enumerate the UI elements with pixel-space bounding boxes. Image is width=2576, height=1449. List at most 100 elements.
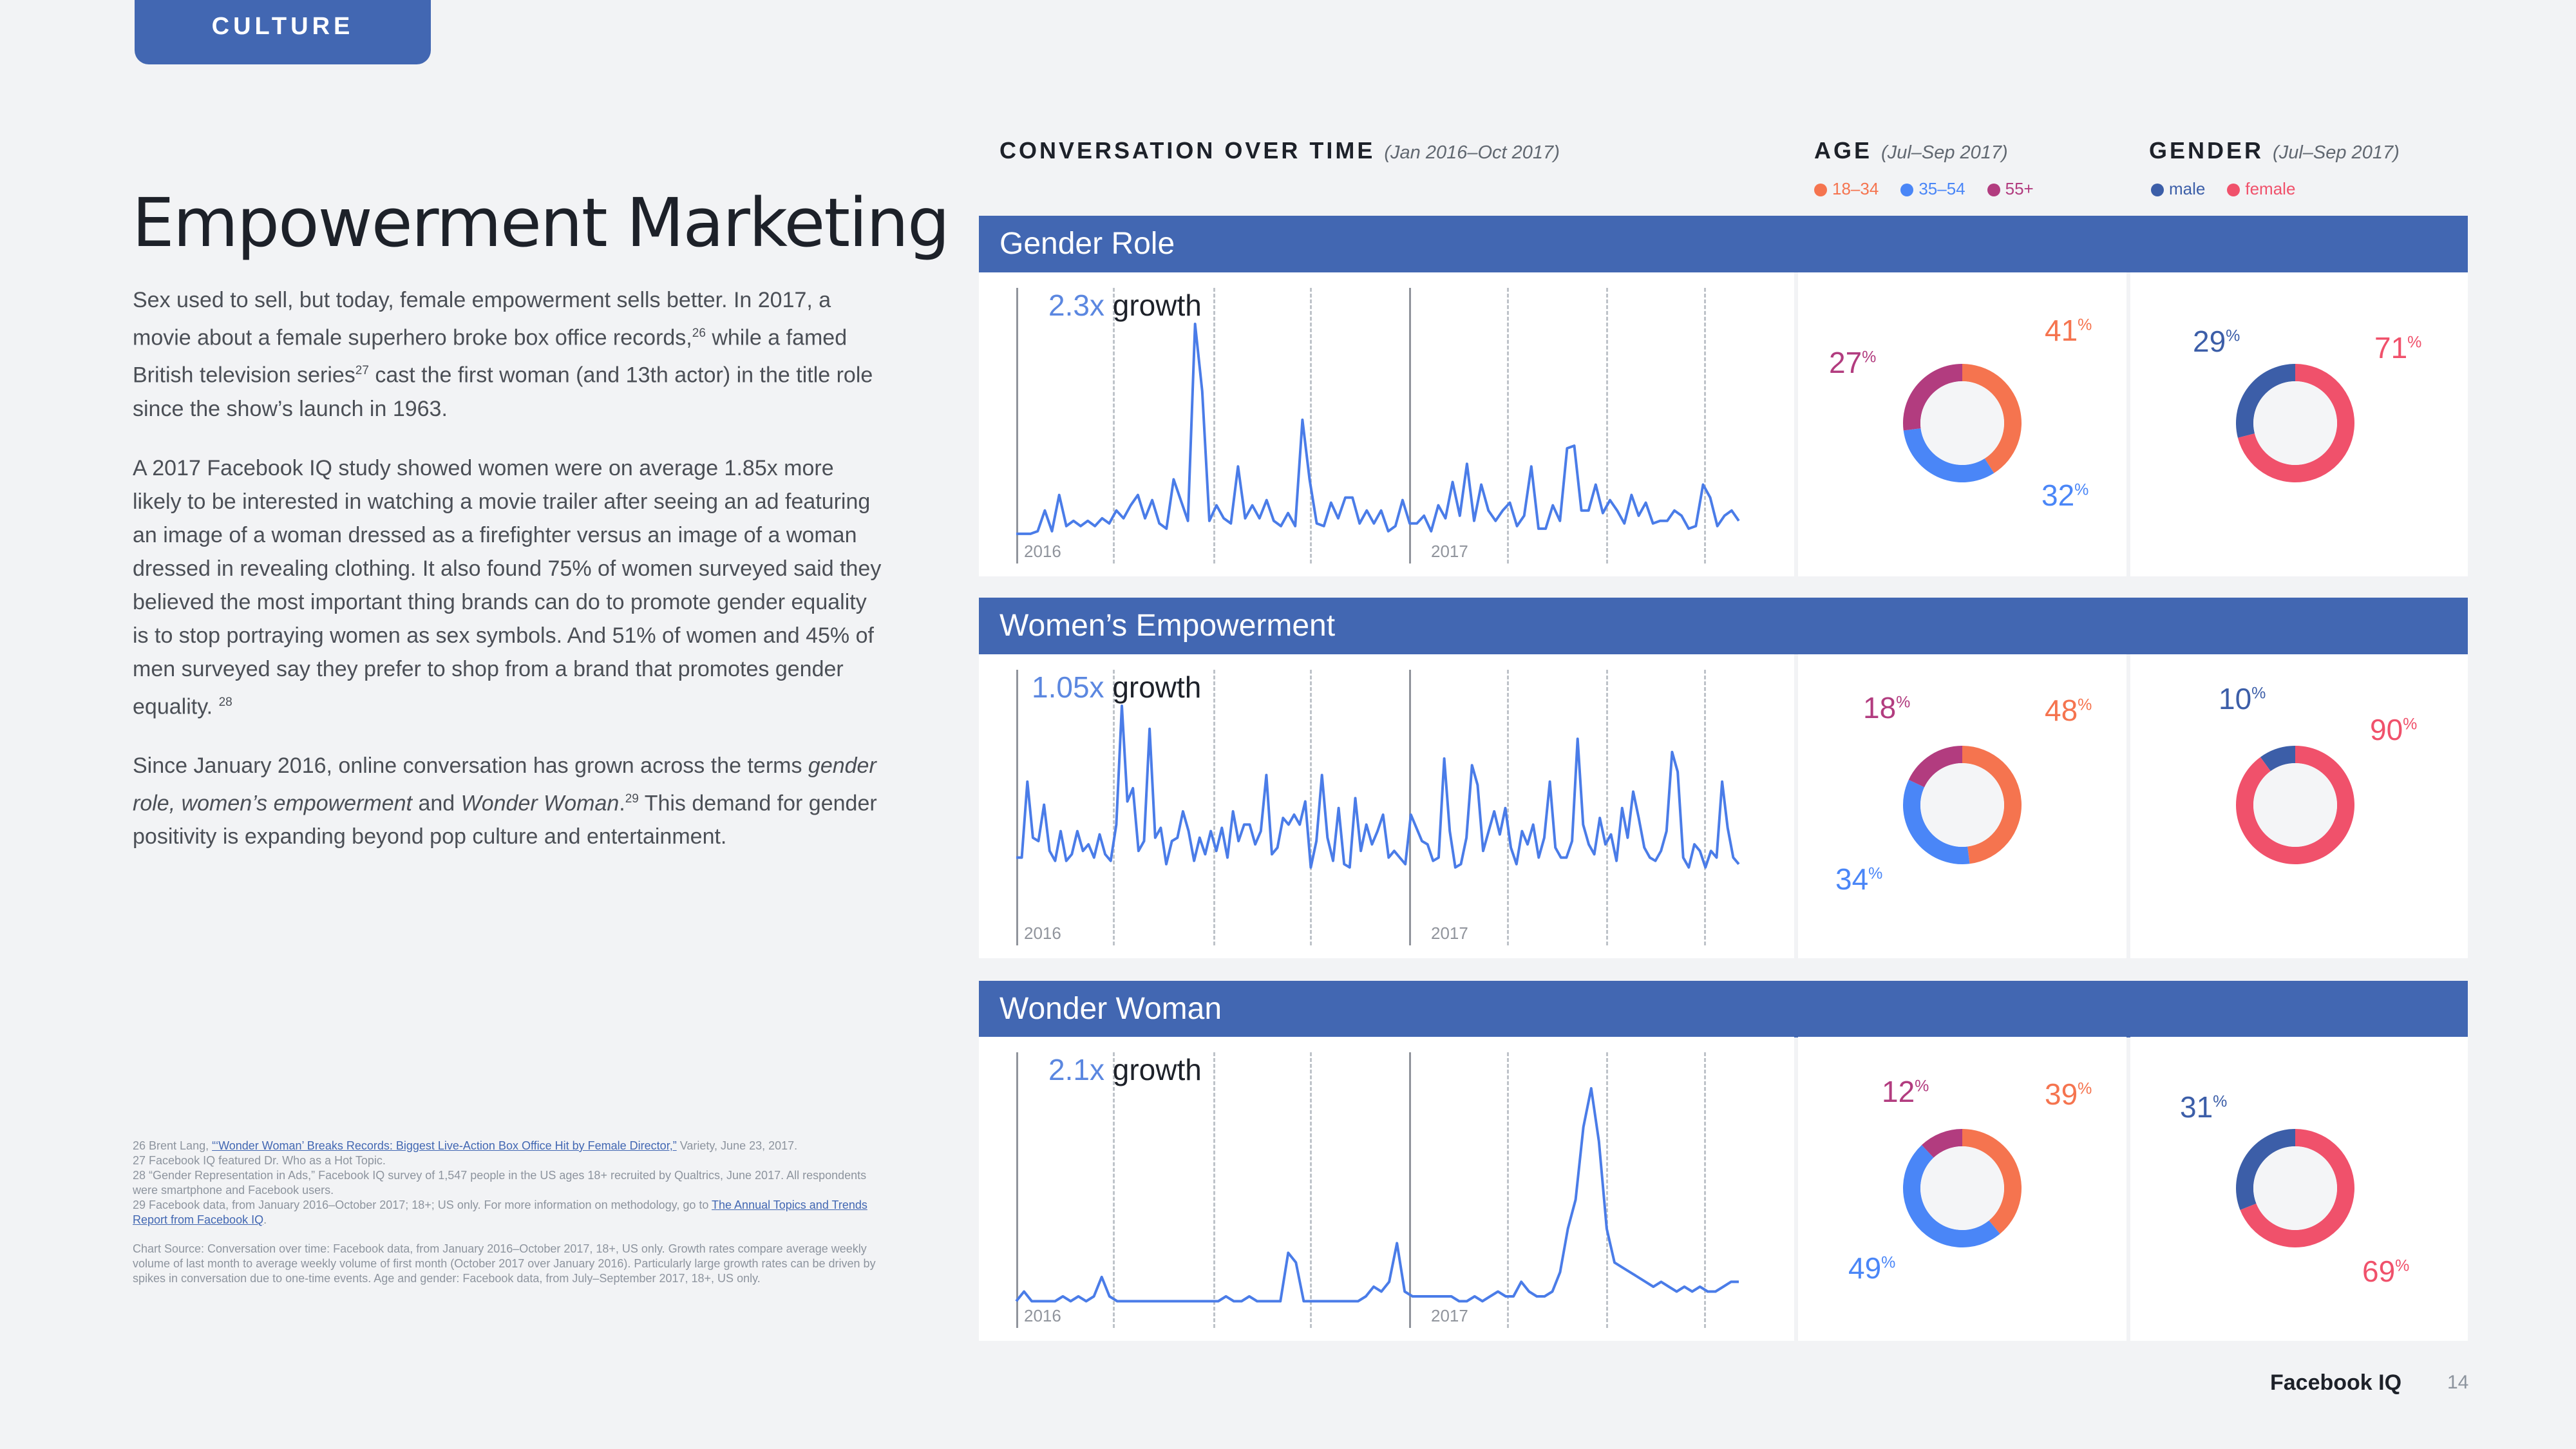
percent-value: 39 (2045, 1077, 2078, 1111)
quarter-gridline (1213, 670, 1215, 945)
percent-value: 71 (2374, 331, 2408, 365)
quarter-gridline (1704, 1052, 1706, 1328)
paragraph-2: A 2017 Facebook IQ study showed women we… (133, 455, 882, 719)
age-legend: 18–34 35–54 55+ (1814, 178, 2056, 199)
donut-percent-label: 27% (1829, 345, 1876, 380)
quarter-gridline (1606, 1052, 1608, 1328)
donut-slice (1903, 779, 1970, 864)
percent-value: 69 (2362, 1255, 2396, 1288)
legend-label: 55+ (2005, 178, 2034, 198)
quarter-gridline (1507, 288, 1509, 564)
donut-hole (2253, 763, 2337, 847)
donut-chart (1903, 364, 2022, 482)
growth-label: 1.05x growth (1032, 670, 1201, 705)
year-label: 2016 (1024, 923, 1061, 943)
gender-legend-item: male (2151, 179, 2205, 198)
footnotes: 26 Brent Lang, “‘Wonder Woman’ Breaks Re… (133, 1139, 880, 1286)
legend-label: male (2169, 178, 2206, 198)
donut-slice (1962, 1129, 2022, 1234)
legend-dot-icon (2151, 183, 2164, 196)
age-legend-item: 55+ (1987, 179, 2034, 198)
percent-sign: % (1881, 1253, 1896, 1272)
legend-dot-icon (2227, 183, 2240, 196)
year-label: 2017 (1431, 1306, 1468, 1325)
footnote-29-link[interactable]: The Annual Topics and Trends Report from… (133, 1198, 867, 1226)
culture-tab: CULTURE (135, 0, 431, 64)
growth-value: 2.3x (1048, 289, 1104, 322)
quarter-gridline (1704, 670, 1706, 945)
legend-label: female (2245, 178, 2296, 198)
donut-slice (1908, 746, 1962, 788)
percent-value: 32 (2041, 478, 2075, 512)
percent-value: 10 (2219, 682, 2252, 715)
percent-value: 48 (2045, 694, 2078, 727)
growth-word: growth (1112, 670, 1202, 704)
year-divider-line (1409, 1052, 1411, 1328)
year-label: 2017 (1431, 923, 1468, 943)
donut-percent-label: 41% (2045, 313, 2092, 348)
donut-slice (2236, 364, 2295, 438)
donut-hole (2253, 381, 2337, 465)
donut-slice (1903, 364, 1962, 431)
donut-slice (1903, 428, 1994, 482)
growth-value: 1.05x (1032, 670, 1104, 704)
footnote-28: 28 “Gender Representation in Ads,” Faceb… (133, 1169, 867, 1197)
donut-percent-label: 49% (1848, 1251, 1895, 1285)
donut-percent-label: 34% (1835, 862, 1882, 896)
donut-hole (1920, 381, 2004, 465)
donut-percent-label: 29% (2193, 324, 2240, 359)
donut-hole (2253, 1146, 2337, 1230)
legend-label: 18–34 (1832, 178, 1879, 198)
percent-sign: % (1862, 348, 1877, 366)
donut-chart (2236, 1129, 2354, 1247)
conversation-header: CONVERSATION OVER TIME (Jan 2016–Oct 201… (999, 137, 1560, 164)
gender-header: GENDER (Jul–Sep 2017) (2149, 137, 2400, 164)
donut-chart (2236, 746, 2354, 864)
donut-percent-label: 39% (2045, 1077, 2092, 1112)
quarter-gridline (1507, 1052, 1509, 1328)
year-label: 2017 (1431, 542, 1468, 561)
donut-percent-label: 71% (2374, 330, 2421, 365)
percent-value: 12 (1882, 1075, 1915, 1108)
topic-band: Wonder Woman (979, 981, 2468, 1037)
donut-percent-label: 90% (2370, 712, 2417, 747)
footnote-27: 27 Facebook IQ featured Dr. Who as a Hot… (133, 1154, 386, 1167)
donut-slice (2260, 746, 2295, 772)
topic-band: Gender Role (979, 216, 2468, 272)
percent-value: 90 (2370, 713, 2403, 746)
legend-dot-icon (1900, 183, 1914, 196)
donut-slice (2236, 746, 2354, 864)
growth-label: 2.1x growth (1048, 1052, 1202, 1087)
legend-dot-icon (1814, 183, 1827, 196)
growth-value: 2.1x (1048, 1053, 1104, 1086)
chart-source: Chart Source: Conversation over time: Fa… (133, 1242, 876, 1285)
quarter-gridline (1113, 1052, 1115, 1328)
gender-legend-item: female (2227, 179, 2295, 198)
percent-value: 34 (1835, 862, 1869, 896)
growth-word: growth (1112, 1053, 1202, 1086)
quarter-gridline (1213, 1052, 1215, 1328)
paragraph-1: Sex used to sell, but today, female empo… (133, 288, 873, 421)
percent-sign: % (1915, 1077, 1929, 1095)
topic-band: Women’s Empowerment (979, 598, 2468, 654)
growth-label: 2.3x growth (1048, 288, 1202, 323)
gender-legend: male female (2151, 178, 2317, 199)
year-label: 2016 (1024, 1306, 1061, 1325)
percent-sign: % (2078, 316, 2092, 334)
age-header: AGE (Jul–Sep 2017) (1814, 137, 2008, 164)
quarter-gridline (1606, 288, 1608, 564)
donut-percent-label: 48% (2045, 693, 2092, 728)
donut-percent-label: 69% (2362, 1254, 2409, 1289)
quarter-gridline (1507, 670, 1509, 945)
body-text: Sex used to sell, but today, female empo… (133, 283, 886, 879)
percent-sign: % (2213, 1092, 2228, 1111)
age-legend-item: 35–54 (1900, 179, 1965, 198)
footnote-26-link[interactable]: “‘Wonder Woman’ Breaks Records: Biggest … (212, 1139, 677, 1152)
year-divider-line (1016, 670, 1018, 945)
donut-hole (1920, 1146, 2004, 1230)
page-title: Empowerment Marketing (132, 184, 950, 262)
percent-value: 27 (1829, 346, 1862, 379)
quarter-gridline (1310, 288, 1312, 564)
donut-chart (2236, 364, 2354, 482)
percent-value: 41 (2045, 314, 2078, 347)
